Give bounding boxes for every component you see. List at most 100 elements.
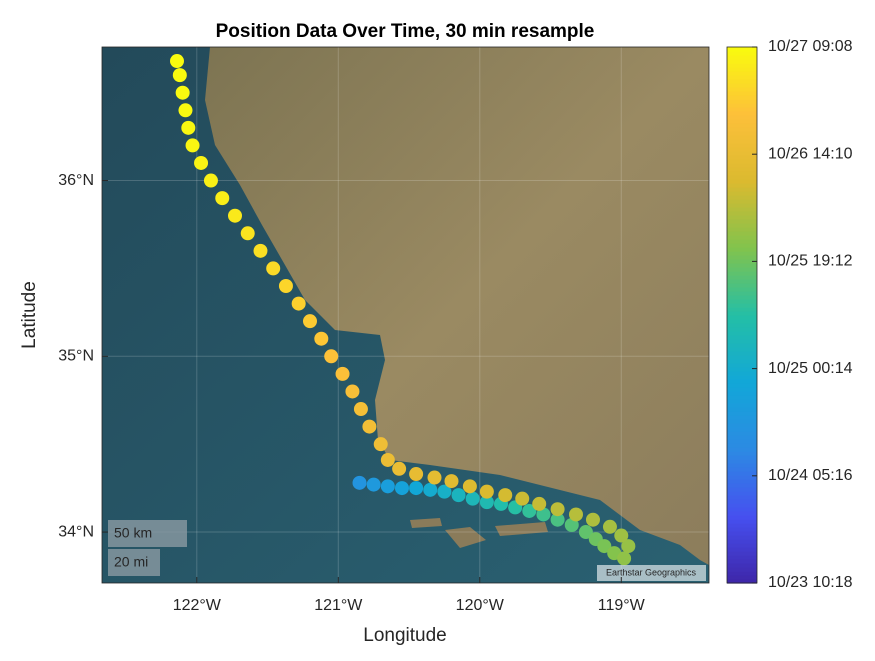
colorbar-band xyxy=(727,427,757,432)
point xyxy=(380,479,395,494)
colorbar-band xyxy=(727,67,757,72)
colorbar-band xyxy=(727,71,757,76)
point xyxy=(585,512,600,527)
colorbar-band xyxy=(727,559,757,564)
colorbar-band xyxy=(727,251,757,256)
colorbar-band xyxy=(727,271,757,276)
colorbar-band xyxy=(727,363,757,368)
chart-title: Position Data Over Time, 30 min resample xyxy=(216,21,595,42)
point xyxy=(437,484,452,499)
y-tick-label: 34°N xyxy=(58,523,94,540)
colorbar-band xyxy=(727,459,757,464)
colorbar-band xyxy=(727,219,757,224)
colorbar-band xyxy=(727,411,757,416)
colorbar-band xyxy=(727,571,757,576)
colorbar-band xyxy=(727,523,757,528)
point xyxy=(175,85,190,100)
x-tick-label: 120°W xyxy=(456,597,505,614)
colorbar-band xyxy=(727,567,757,572)
colorbar-band xyxy=(727,579,757,584)
colorbar-band xyxy=(727,287,757,292)
point xyxy=(621,539,636,554)
colorbar-band xyxy=(727,211,757,216)
colorbar-band xyxy=(727,447,757,452)
colorbar-band xyxy=(727,267,757,272)
colorbar-band xyxy=(727,539,757,544)
point xyxy=(578,525,593,540)
point xyxy=(394,481,409,496)
point xyxy=(228,208,243,223)
colorbar-band xyxy=(727,167,757,172)
colorbar-band xyxy=(727,235,757,240)
colorbar-band xyxy=(727,207,757,212)
colorbar-band xyxy=(727,175,757,180)
point xyxy=(536,507,551,522)
colorbar-band xyxy=(727,127,757,132)
colorbar-band xyxy=(727,55,757,60)
colorbar-band xyxy=(727,519,757,524)
colorbar-band xyxy=(727,311,757,316)
colorbar-band xyxy=(727,159,757,164)
point xyxy=(498,488,513,503)
point xyxy=(266,261,281,276)
colorbar-band xyxy=(727,135,757,140)
colorbar-band xyxy=(727,331,757,336)
colorbar-band xyxy=(727,395,757,400)
colorbar-band xyxy=(727,187,757,192)
y-tick-label: 35°N xyxy=(58,348,94,365)
colorbar-band xyxy=(727,423,757,428)
colorbar-band xyxy=(727,355,757,360)
colorbar-band xyxy=(727,367,757,372)
colorbar-band xyxy=(727,531,757,536)
colorbar-band xyxy=(727,551,757,556)
colorbar-band xyxy=(727,555,757,560)
attribution: Earthstar Geographics xyxy=(606,567,697,577)
colorbar-band xyxy=(727,191,757,196)
colorbar-band xyxy=(727,215,757,220)
point xyxy=(515,491,530,506)
point xyxy=(522,503,537,518)
point xyxy=(409,481,424,496)
colorbar-band xyxy=(727,83,757,88)
colorbar-band xyxy=(727,407,757,412)
colorbar-band xyxy=(727,299,757,304)
point xyxy=(352,475,367,490)
colorbar-band xyxy=(727,91,757,96)
colorbar-band xyxy=(727,507,757,512)
colorbar-band xyxy=(727,255,757,260)
colorbar-band xyxy=(727,171,757,176)
point xyxy=(172,68,187,83)
colorbar-band xyxy=(727,63,757,68)
colorbar-band xyxy=(727,431,757,436)
colorbar-band xyxy=(727,103,757,108)
colorbar-tick-label: 10/23 10:18 xyxy=(768,574,853,591)
colorbar-band xyxy=(727,263,757,268)
point xyxy=(465,491,480,506)
colorbar-band xyxy=(727,291,757,296)
colorbar-band xyxy=(727,347,757,352)
point xyxy=(479,484,494,499)
point xyxy=(602,519,617,534)
colorbar-band xyxy=(727,499,757,504)
colorbar-band xyxy=(727,439,757,444)
colorbar-band xyxy=(727,359,757,364)
colorbar-band xyxy=(727,95,757,100)
colorbar-band xyxy=(727,471,757,476)
colorbar-band xyxy=(727,123,757,128)
colorbar: 10/23 10:18 10/24 05:16 10/25 00:14 10/25 1… xyxy=(726,38,853,591)
colorbar-band xyxy=(727,463,757,468)
colorbar-band xyxy=(727,351,757,356)
colorbar-band xyxy=(727,115,757,120)
scale-box xyxy=(108,549,160,576)
colorbar-band xyxy=(727,415,757,420)
colorbar-band xyxy=(727,515,757,520)
colorbar-band xyxy=(727,403,757,408)
point xyxy=(278,279,293,294)
points xyxy=(169,54,636,566)
point xyxy=(392,461,407,476)
point xyxy=(532,496,547,511)
colorbar-band xyxy=(727,335,757,340)
colorbar-band xyxy=(727,503,757,508)
colorbar-band xyxy=(727,155,757,160)
point xyxy=(462,479,477,494)
